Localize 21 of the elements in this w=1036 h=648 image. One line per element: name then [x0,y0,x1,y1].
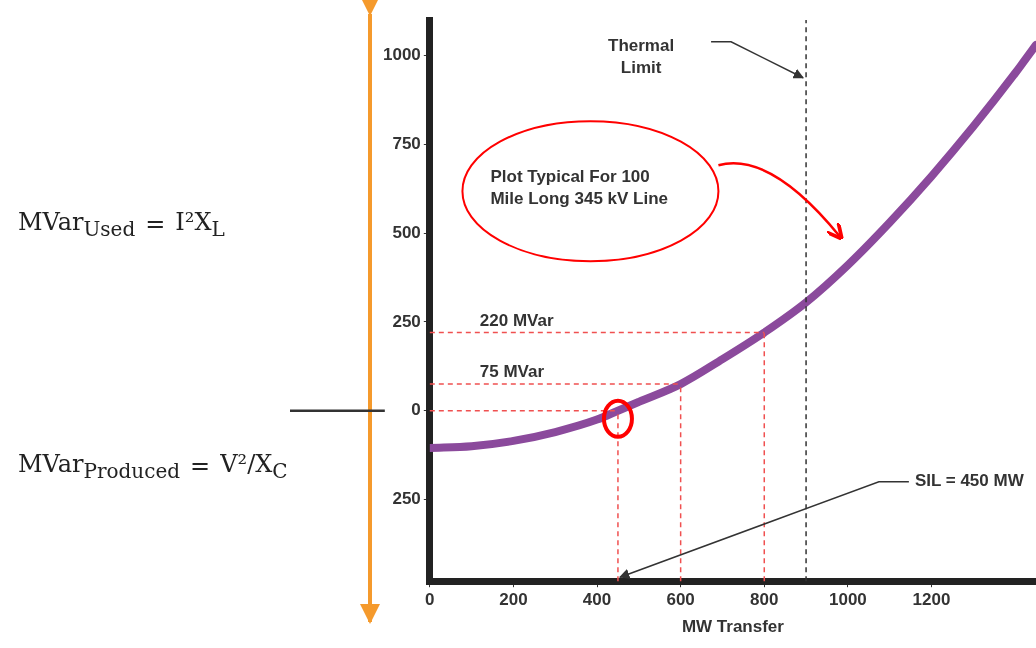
x-tick-label: 800 [750,590,779,610]
ref-line-label: Thermal Limit [608,35,675,77]
x-tick-label: 600 [666,590,695,610]
y-tick-label: 1000 [382,45,421,65]
x-axis-title: MW Transfer [681,617,785,637]
annotation: SIL = 450 MW [914,471,1025,491]
y-tick-label: 250 [392,489,421,509]
annotation: Plot Typical For 100 Mile Long 345 kV Line [490,167,669,209]
x-tick-label: 200 [499,590,528,610]
x-tick-label: 1000 [828,590,867,610]
text: MVar$_{Produced}$ = V²/X$_{C}$ [18,450,288,483]
x-tick-label: 0 [425,590,435,610]
y-tick-label: 0 [411,400,421,420]
ref-line-label: 75 MVar [479,362,545,382]
y-tick-label: 750 [392,134,421,153]
text: MVar$_{Used}$ = I²X$_{L}$ [18,208,225,241]
ref-line-label: 220 MVar [479,310,554,330]
x-tick-label: 1200 [912,590,951,610]
y-tick-label: 500 [392,222,421,242]
x-tick-label: 400 [582,590,612,610]
y-tick-label: 250 [392,311,421,331]
